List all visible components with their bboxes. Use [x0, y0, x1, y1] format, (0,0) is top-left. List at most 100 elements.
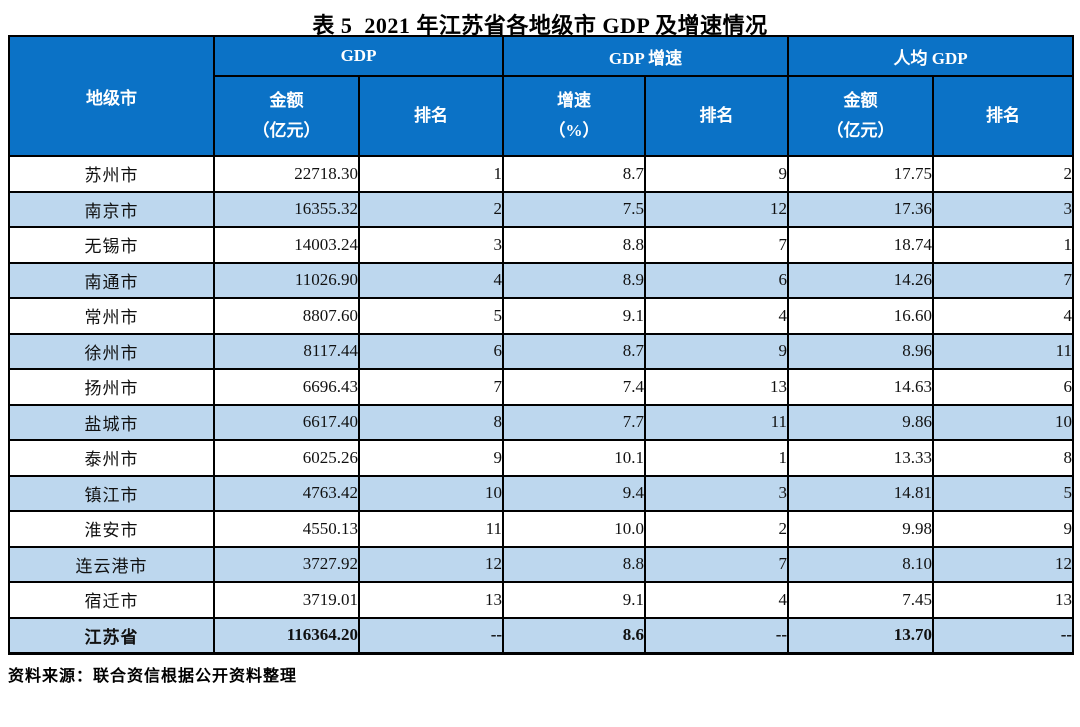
value-cell: 7 [357, 368, 505, 406]
value-cell: 9 [644, 155, 790, 193]
value-cell: 6025.26 [213, 439, 360, 477]
value-cell: 7 [644, 545, 790, 583]
value-cell: 9.1 [502, 297, 647, 335]
value-cell: 8.8 [502, 545, 647, 583]
header-gdp-amount-line1: 金额 [269, 91, 304, 110]
value-cell: 5 [357, 297, 505, 335]
city-cell: 常州市 [8, 297, 215, 335]
city-cell: 南通市 [8, 261, 215, 299]
value-cell: 17.36 [787, 190, 935, 228]
value-cell: 13 [357, 581, 505, 619]
value-cell: 14.81 [787, 474, 935, 512]
value-cell: 8.9 [502, 261, 647, 299]
header-sub-row: 金额 （亿元） 排名 增速 （%） 排名 金额 （亿元） 排名 [9, 75, 1075, 157]
value-cell: 9 [644, 332, 790, 370]
value-cell: 16355.32 [213, 190, 360, 228]
table-row-2: 无锡市 14003.24 3 8.8 7 18.74 1 [8, 226, 1075, 264]
source-note: 资料来源：联合资信根据公开资料整理 [8, 667, 298, 685]
value-cell: 4763.42 [213, 474, 360, 512]
value-cell: 1 [932, 226, 1075, 264]
table-row-0: 苏州市 22718.30 1 8.7 9 17.75 2 [8, 155, 1075, 193]
value-cell: 12 [357, 545, 505, 583]
table-row-total: 江苏省 116364.20 -- 8.6 -- 13.70 -- [8, 616, 1075, 654]
table-row-6: 扬州市 6696.43 7 7.4 13 14.63 6 [8, 368, 1075, 406]
value-cell: 8807.60 [213, 297, 360, 335]
value-cell: 10 [357, 474, 505, 512]
value-cell: 16.60 [787, 297, 935, 335]
table-title: 表 5 2021 年江苏省各地级市 GDP 及增速情况 [312, 13, 768, 38]
value-cell: 10.1 [502, 439, 647, 477]
value-cell: 9 [357, 439, 505, 477]
value-cell: 6617.40 [213, 403, 360, 441]
value-cell: 22718.30 [213, 155, 360, 193]
value-cell: 3 [932, 190, 1075, 228]
value-cell: 11 [932, 332, 1075, 370]
value-cell: 11 [357, 510, 505, 548]
value-cell: 14.63 [787, 368, 935, 406]
table-row-11: 连云港市 3727.92 12 8.8 7 8.10 12 [8, 545, 1075, 583]
value-cell: 8.8 [502, 226, 647, 264]
header-gdp-rank: 排名 [357, 75, 505, 157]
value-cell: 7 [644, 226, 790, 264]
city-cell: 淮安市 [8, 510, 215, 548]
value-cell: 9 [932, 510, 1075, 548]
city-cell: 扬州市 [8, 368, 215, 406]
table-body: 苏州市 22718.30 1 8.7 9 17.75 2 南京市 16355.32 2 7.5 12 1… [8, 155, 1075, 654]
header-pc-rank: 排名 [932, 75, 1075, 157]
city-cell: 苏州市 [8, 155, 215, 193]
value-cell: 6696.43 [213, 368, 360, 406]
table-row-1: 南京市 16355.32 2 7.5 12 17.36 3 [8, 190, 1075, 228]
value-cell: 8117.44 [213, 332, 360, 370]
header-group-gdp: GDP [212, 35, 505, 77]
value-cell: 13.33 [787, 439, 935, 477]
value-cell: 4550.13 [213, 510, 360, 548]
value-cell: 8 [932, 439, 1075, 477]
value-cell: 14003.24 [213, 226, 360, 264]
value-cell: 9.86 [787, 403, 935, 441]
header-growth: 增速 （%） [502, 75, 647, 157]
table-row-7: 盐城市 6617.40 8 7.7 11 9.86 10 [8, 403, 1075, 441]
city-cell: 江苏省 [8, 616, 215, 654]
value-cell: 5 [932, 474, 1075, 512]
value-cell: 13 [644, 368, 790, 406]
value-cell: 8.10 [787, 545, 935, 583]
city-cell: 镇江市 [8, 474, 215, 512]
city-cell: 徐州市 [8, 332, 215, 370]
header-growth-line2: （%） [548, 121, 600, 140]
table-row-10: 淮安市 4550.13 11 10.0 2 9.98 9 [8, 510, 1075, 548]
value-cell: -- [932, 616, 1075, 654]
value-cell: 3 [644, 474, 790, 512]
table-header: 地级市 GDP GDP 增速 人均 GDP 金额 （亿元） 排名 增速 （%） … [8, 35, 1075, 157]
value-cell: 6 [357, 332, 505, 370]
value-cell: 9.98 [787, 510, 935, 548]
table-row-3: 南通市 11026.90 4 8.9 6 14.26 7 [8, 261, 1075, 299]
value-cell: 8 [357, 403, 505, 441]
value-cell: 2 [932, 155, 1075, 193]
city-cell: 盐城市 [8, 403, 215, 441]
city-cell: 宿迁市 [8, 581, 215, 619]
header-pc-amount: 金额 （亿元） [787, 75, 935, 157]
value-cell: 10.0 [502, 510, 647, 548]
city-cell: 南京市 [8, 190, 215, 228]
table-row-8: 泰州市 6025.26 9 10.1 1 13.33 8 [8, 439, 1075, 477]
value-cell: 7.7 [502, 403, 647, 441]
value-cell: 18.74 [787, 226, 935, 264]
value-cell: 4 [357, 261, 505, 299]
value-cell: 3 [357, 226, 505, 264]
value-cell: 8.96 [787, 332, 935, 370]
value-cell: 7.4 [502, 368, 647, 406]
value-cell: 11 [644, 403, 790, 441]
value-cell: 3727.92 [213, 545, 360, 583]
value-cell: 14.26 [787, 261, 935, 299]
city-cell: 无锡市 [8, 226, 215, 264]
value-cell: 10 [932, 403, 1075, 441]
city-cell: 连云港市 [8, 545, 215, 583]
value-cell: 13 [932, 581, 1075, 619]
table-row-9: 镇江市 4763.42 10 9.4 3 14.81 5 [8, 474, 1075, 512]
header-group-row: 地级市 GDP GDP 增速 人均 GDP [8, 35, 1075, 157]
value-cell: 1 [357, 155, 505, 193]
value-cell: -- [644, 616, 790, 654]
value-cell: 7 [932, 261, 1075, 299]
header-pc-amount-line2: （亿元） [826, 121, 895, 140]
value-cell: 7.5 [502, 190, 647, 228]
